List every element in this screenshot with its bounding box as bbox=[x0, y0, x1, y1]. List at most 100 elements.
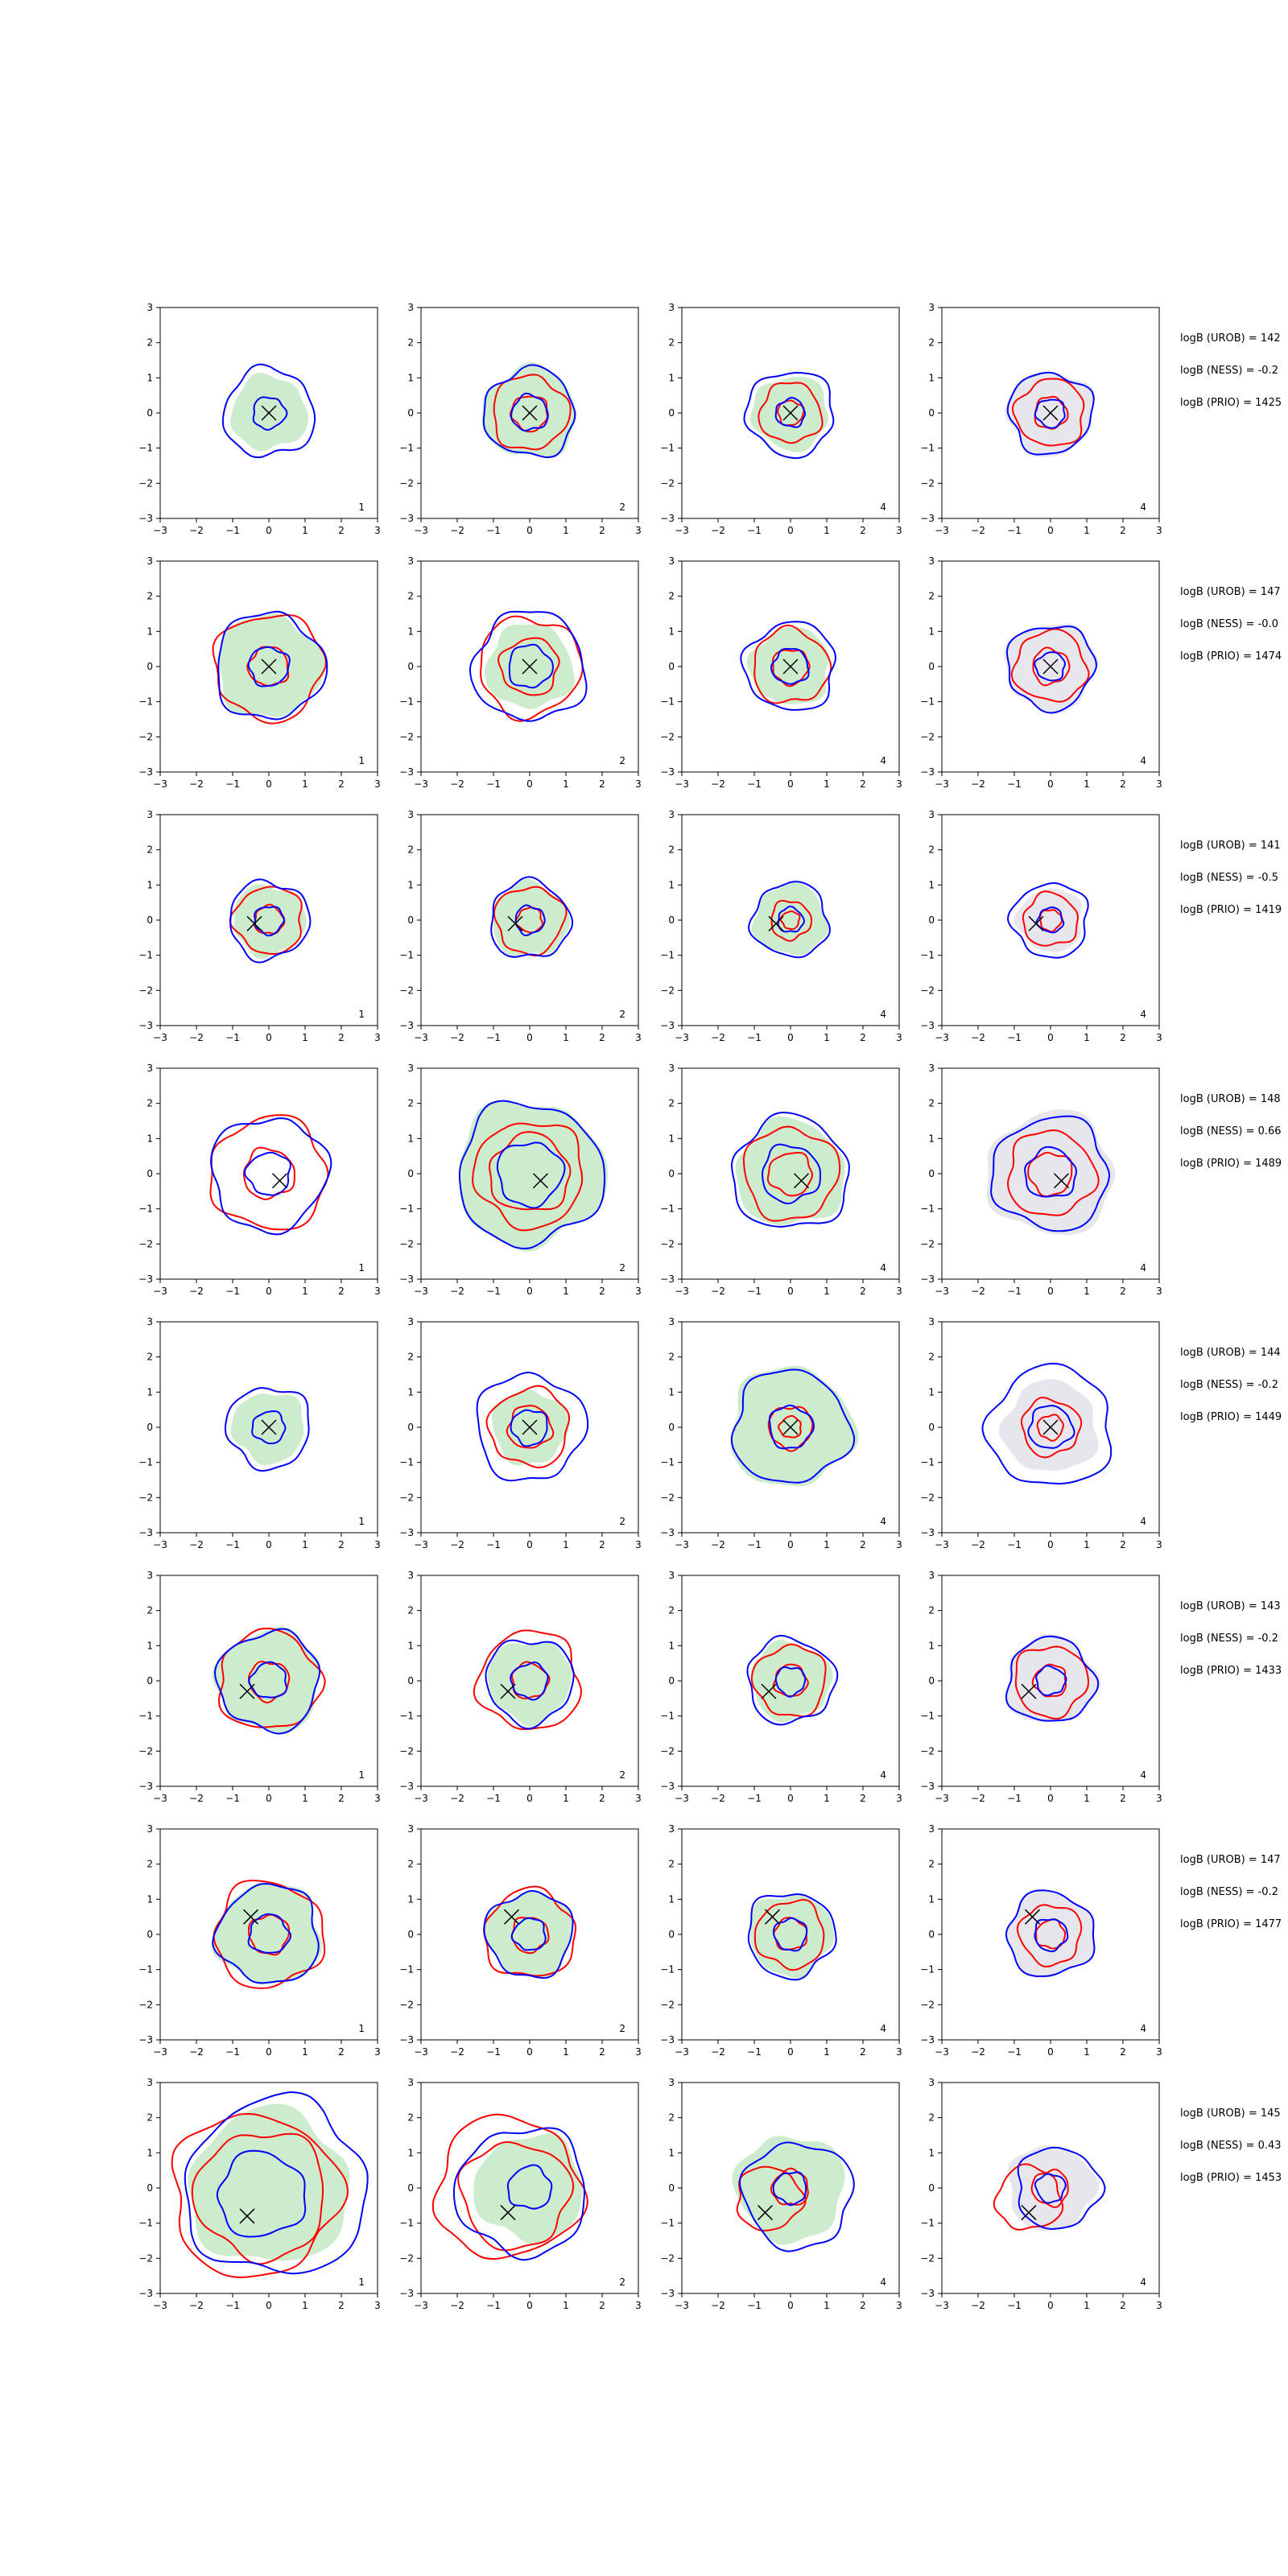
x-tick-label: −3 bbox=[153, 1539, 167, 1550]
y-tick-label: 0 bbox=[407, 1929, 414, 1940]
x-tick-label: −2 bbox=[711, 2300, 725, 2311]
y-tick-label: 3 bbox=[928, 2077, 935, 2088]
blue-contour bbox=[730, 1111, 850, 1228]
y-tick-label: 1 bbox=[407, 2147, 414, 2158]
blue-contour bbox=[739, 2141, 855, 2252]
y-tick-label: −3 bbox=[399, 766, 414, 778]
x-tick-label: −1 bbox=[1007, 1286, 1022, 1297]
blue-contour bbox=[770, 647, 810, 685]
red-contour bbox=[480, 615, 584, 722]
y-tick-label: 2 bbox=[147, 2112, 153, 2124]
panel-corner-label: 4 bbox=[1140, 502, 1146, 513]
y-tick-label: −3 bbox=[660, 766, 675, 778]
true-value-marker bbox=[246, 915, 262, 931]
y-tick-label: −2 bbox=[920, 1492, 935, 1503]
x-tick-label: 3 bbox=[896, 1793, 902, 1804]
y-tick-label: 0 bbox=[407, 914, 414, 926]
y-tick-label: −1 bbox=[399, 696, 414, 708]
y-tick-label: 3 bbox=[407, 302, 414, 313]
y-tick-label: 0 bbox=[668, 407, 675, 419]
density-fill bbox=[735, 1116, 845, 1225]
x-tick-label: −3 bbox=[414, 1539, 428, 1550]
y-tick-label: 0 bbox=[147, 914, 153, 926]
density-fill bbox=[729, 1365, 859, 1487]
panel-r2-c3: −3−3 −2 −2 −1 −1 0 0 1 1 2 2 3 3 4 bbox=[660, 555, 902, 790]
x-tick-label: −1 bbox=[747, 525, 762, 536]
logb-annotation: logB (PRIO) = 1477 bbox=[1180, 1918, 1282, 1930]
x-tick-label: 3 bbox=[1156, 1539, 1162, 1550]
y-tick-label: 0 bbox=[928, 2182, 935, 2194]
y-tick-label: −3 bbox=[920, 513, 935, 524]
x-tick-label: 2 bbox=[860, 1793, 866, 1804]
x-tick-label: 3 bbox=[635, 2046, 642, 2058]
logb-annotation: logB (PRIO) = 1489 bbox=[1180, 1158, 1282, 1170]
blue-contour bbox=[510, 1917, 547, 1951]
x-tick-label: −2 bbox=[711, 1032, 725, 1043]
y-tick-label: 2 bbox=[147, 591, 153, 602]
y-tick-label: −1 bbox=[138, 2218, 153, 2229]
red-contour bbox=[247, 1913, 291, 1956]
x-tick-label: 2 bbox=[1120, 1032, 1126, 1043]
y-tick-label: 0 bbox=[668, 2182, 675, 2194]
x-tick-label: 2 bbox=[599, 1793, 605, 1804]
y-tick-label: −1 bbox=[138, 443, 153, 454]
x-tick-label: 2 bbox=[338, 1539, 345, 1550]
x-tick-label: 0 bbox=[787, 778, 794, 790]
panel-r5-c3: −3−3 −2 −2 −1 −1 0 0 1 1 2 2 3 3 4 bbox=[660, 1316, 902, 1550]
logb-annotation-row-7: logB (UROB) = 147 logB (NESS) = -0.2 logB … bbox=[1180, 1854, 1282, 1930]
red-contour bbox=[772, 1663, 809, 1697]
x-tick-label: 0 bbox=[787, 1032, 794, 1043]
red-contour bbox=[1016, 1904, 1083, 1968]
y-tick-label: −1 bbox=[138, 1711, 153, 1722]
x-tick-label: 2 bbox=[338, 778, 345, 790]
y-tick-label: 1 bbox=[147, 1640, 153, 1651]
x-tick-label: 1 bbox=[824, 2046, 830, 2058]
panel-r3-c4: −3−3 −2 −2 −1 −1 0 0 1 1 2 2 3 3 4 bbox=[920, 809, 1162, 1043]
x-tick-label: 0 bbox=[266, 778, 272, 790]
y-tick-label: −1 bbox=[138, 696, 153, 708]
y-tick-label: −2 bbox=[660, 985, 675, 996]
x-tick-label: −1 bbox=[1007, 2046, 1022, 2058]
logb-annotation: logB (PRIO) = 1419 bbox=[1180, 904, 1282, 916]
density-fill bbox=[481, 362, 577, 458]
y-tick-label: −3 bbox=[920, 1274, 935, 1285]
x-tick-label: 0 bbox=[1047, 1032, 1054, 1043]
y-tick-label: 2 bbox=[407, 2112, 414, 2124]
panel-corner-label: 4 bbox=[1140, 1769, 1146, 1781]
red-contour bbox=[472, 1122, 584, 1232]
y-tick-label: 1 bbox=[928, 1893, 935, 1905]
x-tick-label: 1 bbox=[302, 1032, 308, 1043]
panel-r6-c4: −3−3 −2 −2 −1 −1 0 0 1 1 2 2 3 3 4 bbox=[920, 1570, 1162, 1804]
x-tick-label: 1 bbox=[824, 1032, 830, 1043]
panel-corner-label: 4 bbox=[1140, 2023, 1146, 2034]
true-value-marker bbox=[261, 405, 277, 421]
y-tick-label: −1 bbox=[920, 1203, 935, 1215]
y-tick-label: −3 bbox=[138, 2288, 153, 2299]
x-tick-label: 1 bbox=[302, 1286, 308, 1297]
blue-contour bbox=[252, 396, 288, 431]
panel-r7-c1: −3−3 −2 −2 −1 −1 0 0 1 1 2 2 3 3 1 bbox=[138, 1823, 381, 2058]
x-tick-label: −2 bbox=[971, 1793, 985, 1804]
y-tick-label: 0 bbox=[147, 661, 153, 672]
panel-corner-label: 1 bbox=[358, 502, 365, 513]
panel-corner-label: 2 bbox=[619, 1262, 625, 1274]
y-tick-label: −1 bbox=[138, 1964, 153, 1975]
panel-r6-c3: −3−3 −2 −2 −1 −1 0 0 1 1 2 2 3 3 4 bbox=[660, 1570, 902, 1804]
y-tick-label: 3 bbox=[147, 2077, 153, 2088]
y-tick-label: 1 bbox=[668, 1640, 675, 1651]
blue-contour bbox=[740, 621, 836, 711]
x-tick-label: −3 bbox=[675, 2300, 689, 2311]
red-contour bbox=[171, 2112, 349, 2279]
red-contour bbox=[212, 613, 327, 724]
y-tick-label: −2 bbox=[920, 1745, 935, 1757]
logb-annotation: logB (UROB) = 142 bbox=[1180, 332, 1281, 345]
x-tick-label: 1 bbox=[563, 1793, 569, 1804]
red-contour bbox=[1007, 1129, 1100, 1216]
logb-annotation-row-3: logB (UROB) = 141 logB (NESS) = -0.5 logB … bbox=[1180, 840, 1282, 916]
x-tick-label: 3 bbox=[1156, 778, 1162, 790]
x-tick-label: −1 bbox=[486, 2300, 501, 2311]
blue-contour bbox=[485, 1639, 575, 1730]
red-contour bbox=[493, 374, 572, 451]
panel-r5-c2: −3−3 −2 −2 −1 −1 0 0 1 1 2 2 3 3 2 bbox=[399, 1316, 642, 1550]
true-value-marker bbox=[239, 2208, 255, 2224]
